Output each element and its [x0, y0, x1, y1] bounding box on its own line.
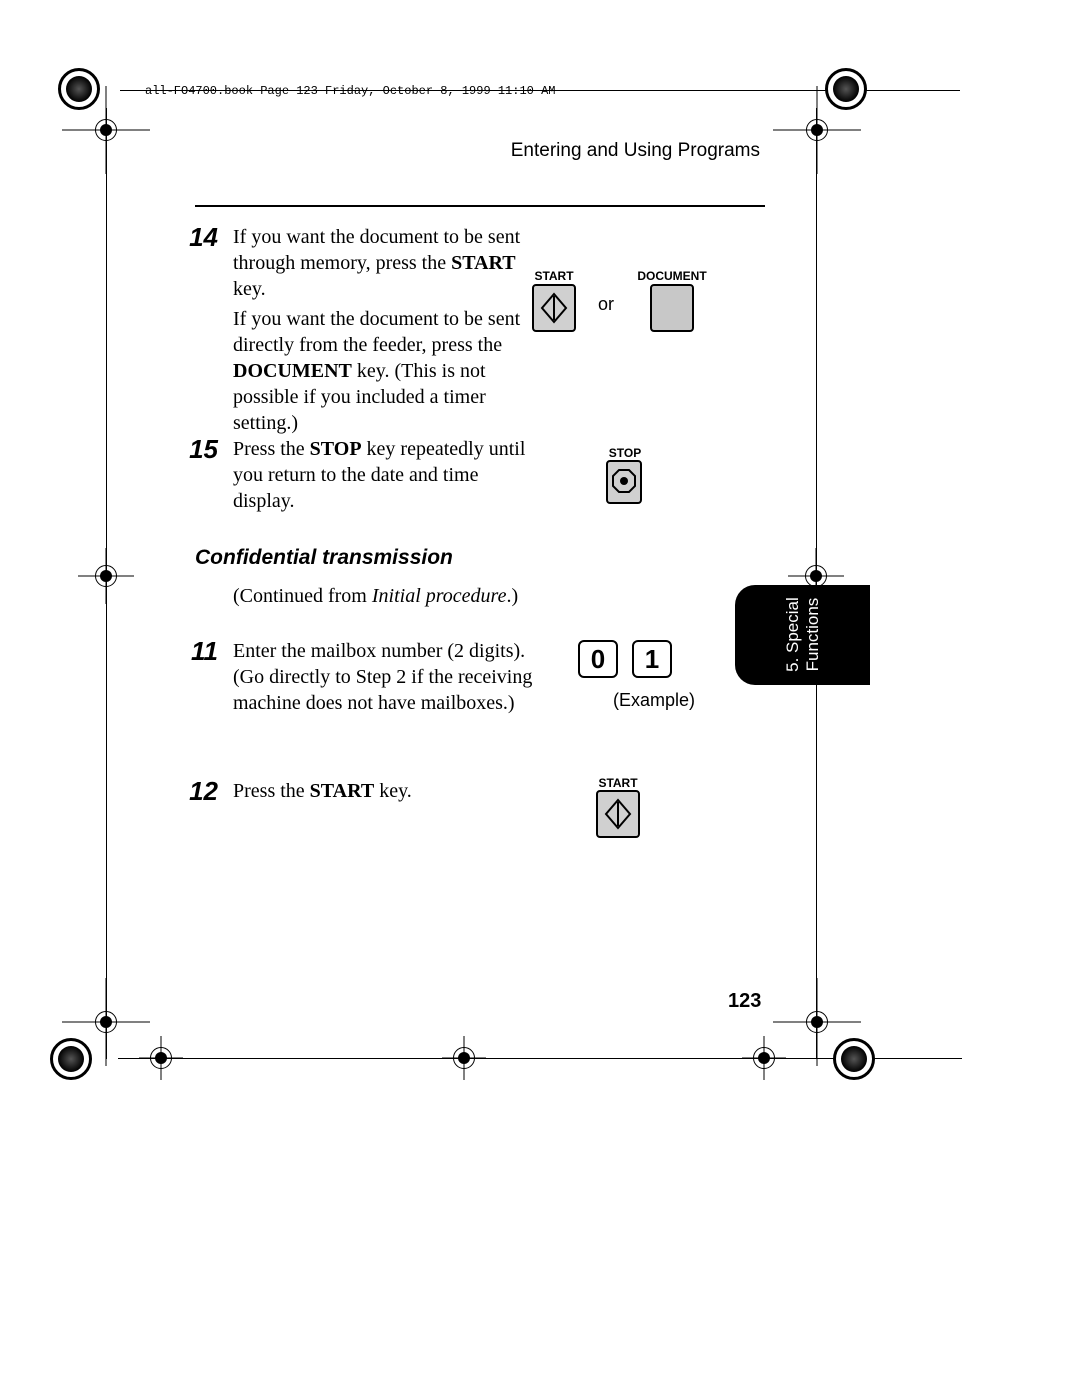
text-bold: STOP [310, 438, 362, 460]
registration-mark-icon [803, 1008, 831, 1036]
key-label-document: DOCUMENT [632, 269, 712, 283]
step-number: 14 [178, 222, 218, 253]
section-title: Confidential transmission [195, 546, 453, 570]
print-ring-icon [50, 1038, 92, 1080]
digit-key-1: 1 [632, 640, 672, 678]
text-bold: DOCUMENT [233, 360, 352, 382]
digit-key-0: 0 [578, 640, 618, 678]
text-bold: START [451, 252, 516, 274]
text: If you want the document to be sent dire… [233, 308, 520, 356]
running-head: Entering and Using Programs [490, 140, 760, 162]
text: key. [233, 278, 266, 300]
step-number: 12 [178, 776, 218, 807]
chapter-tab: 5. Special Functions [735, 585, 870, 685]
key-label-start: START [528, 269, 580, 283]
chapter-tab-text: 5. Special Functions [783, 598, 822, 673]
or-text: or [598, 294, 614, 315]
text: Press the [233, 438, 310, 460]
step-11-text: Enter the mailbox number (2 digits). (Go… [233, 638, 543, 716]
page-number: 123 [728, 990, 761, 1013]
step-14-text-2: If you want the document to be sent dire… [233, 306, 533, 436]
example-label: (Example) [613, 690, 695, 711]
text: (Continued from [233, 585, 372, 607]
start-key-icon [596, 790, 640, 838]
text: .) [506, 585, 518, 607]
print-ring-icon [58, 68, 100, 110]
document-key-icon [650, 284, 694, 332]
continued-text: (Continued from Initial procedure.) [233, 583, 553, 609]
key-label-stop: STOP [600, 446, 650, 460]
section-rule [195, 205, 765, 207]
print-ring-icon [833, 1038, 875, 1080]
step-number: 11 [178, 636, 218, 667]
registration-mark-icon [803, 116, 831, 144]
registration-mark-icon [92, 562, 120, 590]
step-number: 15 [178, 434, 218, 465]
text: key. [374, 780, 412, 802]
key-label-start: START [592, 776, 644, 790]
registration-mark-icon [92, 116, 120, 144]
registration-mark-icon [750, 1044, 778, 1072]
registration-mark-icon [450, 1044, 478, 1072]
start-key-icon [532, 284, 576, 332]
text-italic: Initial procedure [372, 585, 507, 607]
step-14-text-1: If you want the document to be sent thro… [233, 224, 533, 302]
step-15-text: Press the STOP key repeatedly until you … [233, 436, 543, 514]
text-bold: START [310, 780, 375, 802]
tab-line: Functions [802, 598, 821, 672]
stop-key-icon [606, 460, 642, 504]
print-ring-icon [825, 68, 867, 110]
registration-mark-icon [92, 1008, 120, 1036]
tab-line: 5. Special [783, 598, 802, 673]
step-12-text: Press the START key. [233, 778, 543, 804]
print-stamp: all-FO4700.book Page 123 Friday, October… [145, 84, 555, 98]
registration-mark-icon [147, 1044, 175, 1072]
text: Press the [233, 780, 310, 802]
